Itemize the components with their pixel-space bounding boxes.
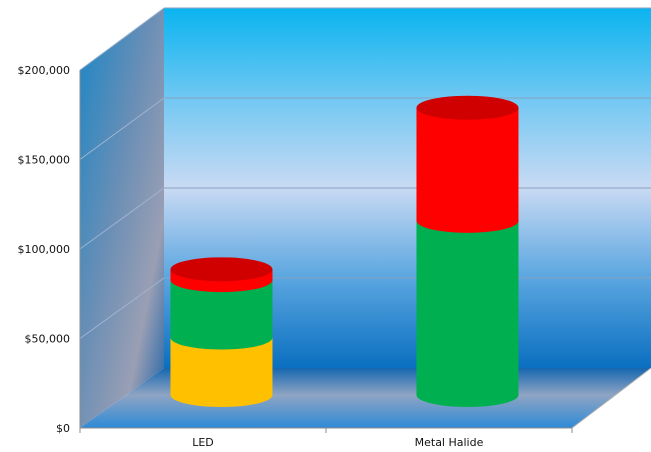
gridline-side xyxy=(79,7,165,71)
floor-edge xyxy=(571,367,651,429)
bar-cap xyxy=(170,257,273,282)
gridline-side xyxy=(79,97,165,160)
gridline-side xyxy=(79,187,165,250)
y-tick-label: $100,000 xyxy=(18,243,71,256)
y-tick-label: $0 xyxy=(56,422,70,435)
x-category-label: LED xyxy=(192,436,214,449)
y-tick-label: $200,000 xyxy=(18,64,71,77)
bar-cap xyxy=(416,95,519,120)
bar-segment xyxy=(416,220,519,407)
bar-segment xyxy=(416,95,519,233)
bar-segment xyxy=(170,257,273,293)
bar-body xyxy=(170,337,273,407)
bar-body xyxy=(170,280,273,350)
y-tick-label: $150,000 xyxy=(18,154,71,167)
gridline-side xyxy=(79,277,165,339)
bar-segment xyxy=(170,337,273,407)
y-tick-label: $50,000 xyxy=(25,333,71,346)
floor xyxy=(80,368,651,428)
bar-body xyxy=(416,107,519,233)
x-category-label: Metal Halide xyxy=(415,436,484,449)
bar-body xyxy=(416,220,519,407)
bar-segment xyxy=(170,280,273,350)
